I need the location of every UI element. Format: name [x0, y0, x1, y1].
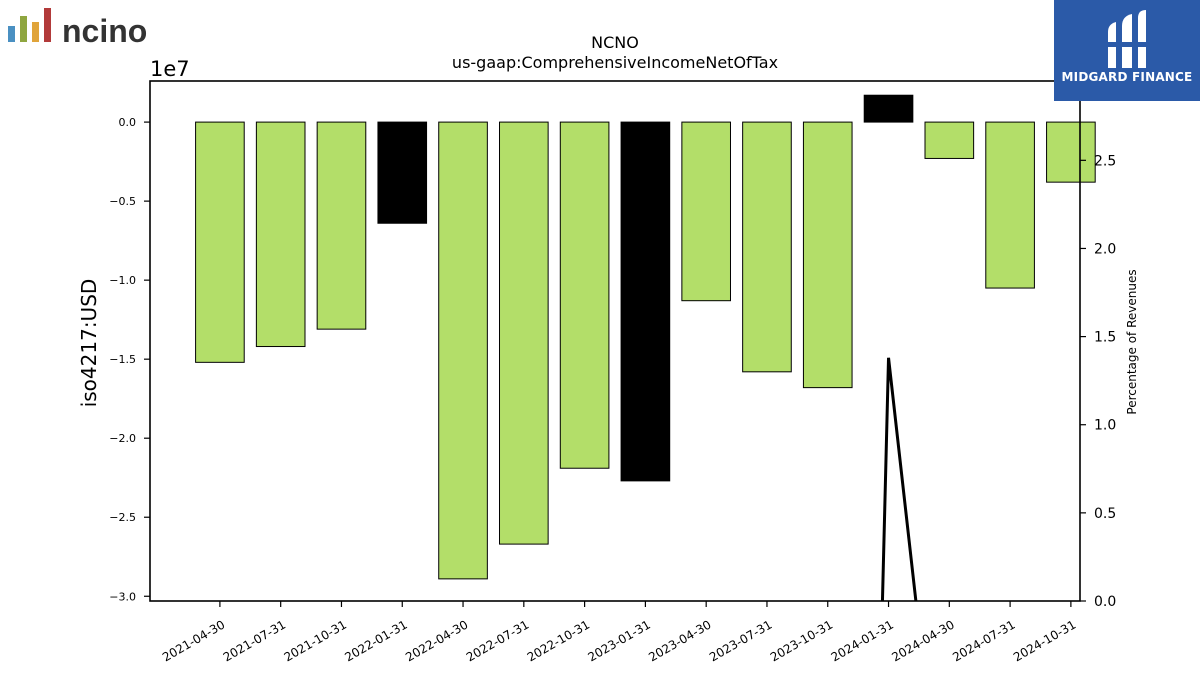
bar — [195, 121, 245, 363]
plot-frame — [149, 80, 1081, 602]
x-tick-label: 2021-04-30 — [160, 617, 227, 664]
midgard-finance-logo: MIDGARD FINANCE — [1054, 0, 1200, 101]
y2-tick-label: 2.5 — [1094, 153, 1116, 169]
x-tick-label: 2023-01-31 — [585, 617, 652, 664]
bar — [499, 121, 549, 545]
y-tick-label: −1.0 — [109, 274, 136, 287]
midgard-logo-text: MIDGARD FINANCE — [1061, 70, 1193, 84]
x-tick-label: 2023-10-31 — [768, 617, 835, 664]
y-axis-label: iso4217:USD — [77, 279, 101, 408]
x-tick-label: 2022-04-30 — [403, 617, 470, 664]
y2-tick-label: 0.5 — [1094, 506, 1116, 522]
x-tick-label: 2021-07-31 — [221, 617, 288, 664]
logo-bar-1 — [8, 26, 15, 42]
chart-title: NCNO — [591, 33, 639, 52]
bar — [316, 121, 367, 330]
line-series — [880, 357, 918, 602]
y-tick-label: −2.0 — [109, 432, 136, 445]
y-tick-label: −3.0 — [109, 590, 136, 603]
bar — [255, 121, 306, 348]
x-tick-label: 2024-04-30 — [889, 617, 956, 664]
bar — [377, 121, 428, 224]
bar — [863, 94, 914, 123]
x-tick-label: 2023-04-30 — [646, 617, 713, 664]
y-tick-label: −2.5 — [109, 511, 136, 524]
y-tick-label: −1.5 — [109, 353, 136, 366]
bar — [438, 121, 488, 580]
x-tick-label: 2022-07-31 — [464, 617, 531, 664]
bar — [620, 121, 671, 482]
ncino-logo: ncino — [8, 8, 147, 48]
x-tick-label: 2022-10-31 — [525, 617, 592, 664]
x-tick-label: 2024-01-31 — [829, 617, 896, 664]
y2-axis-label: Percentage of Revenues — [1125, 269, 1139, 414]
bar — [742, 121, 792, 373]
x-tick-label: 2024-07-31 — [950, 617, 1017, 664]
bar — [985, 121, 1035, 289]
logo-bar-4 — [44, 8, 51, 42]
x-tick-label: 2021-10-31 — [282, 617, 349, 664]
logo-bar-3 — [32, 22, 39, 42]
y-tick-label: 0.0 — [119, 116, 137, 129]
logo-bar-2 — [20, 16, 27, 42]
y2-tick-label: 1.0 — [1094, 418, 1116, 434]
y2-tick-label: 2.0 — [1094, 241, 1116, 257]
chart-subtitle: us-gaap:ComprehensiveIncomeNetOfTax — [452, 53, 778, 72]
ncino-logo-text: ncino — [62, 13, 147, 48]
y2-tick-label: 0.0 — [1094, 594, 1116, 610]
y2-tick-label: 1.5 — [1094, 330, 1116, 346]
y-offset-label: 1e7 — [150, 57, 190, 81]
bar — [681, 121, 731, 302]
midgard-mark-icon — [1106, 10, 1148, 68]
y-tick-label: −0.5 — [109, 195, 136, 208]
bar — [802, 121, 853, 389]
bar — [559, 121, 610, 469]
x-tick-label: 2023-07-31 — [707, 617, 774, 664]
x-tick-label: 2022-01-31 — [342, 617, 409, 664]
x-tick-label: 2024-10-31 — [1011, 617, 1078, 664]
bar — [1046, 121, 1096, 183]
bar — [924, 121, 975, 159]
